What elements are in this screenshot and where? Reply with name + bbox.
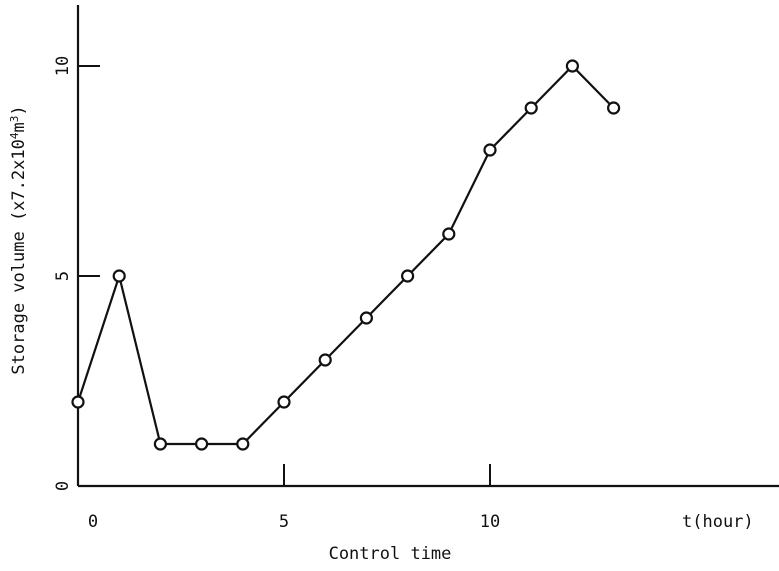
data-point — [401, 269, 415, 283]
y-axis-title-exponent-2: 3 — [8, 116, 21, 123]
x-axis-unit-label: t(hour) — [682, 512, 754, 532]
y-tick-label: 10 — [53, 56, 73, 76]
axis-titles: Control time t(hour) Storage volume (x7.… — [8, 105, 754, 564]
data-point — [483, 143, 497, 157]
axes — [76, 5, 779, 488]
y-axis-title-suffix: ) — [9, 105, 29, 115]
x-tick-label: 0 — [88, 512, 98, 532]
data-point — [442, 227, 456, 241]
y-tick-label: 0 — [53, 481, 73, 491]
y-axis-title-middle: m — [9, 122, 29, 132]
data-point — [606, 101, 621, 115]
y-tick-label: 5 — [53, 271, 73, 281]
x-axis-title: Control time — [329, 544, 452, 564]
data-point — [359, 311, 373, 325]
y-axis-title-exponent-1: 4 — [8, 132, 21, 139]
data-point — [71, 395, 85, 409]
x-tick-label: 5 — [279, 512, 289, 532]
data-point — [153, 437, 167, 451]
data-point — [277, 395, 291, 409]
y-ticks: 0 5 10 — [53, 56, 100, 491]
y-axis-title: Storage volume (x7.2x104m3) — [8, 105, 30, 374]
series-group — [71, 59, 621, 451]
data-point — [195, 437, 209, 451]
data-point — [236, 437, 250, 451]
x-ticks: 0 5 10 — [88, 464, 500, 532]
series-line — [76, 64, 615, 446]
y-axis-title-prefix: Storage volume (x7.2x10 — [9, 139, 29, 374]
data-point — [524, 101, 538, 115]
data-point — [112, 269, 126, 283]
data-point — [318, 353, 332, 367]
data-point — [565, 59, 580, 73]
x-tick-label: 10 — [480, 512, 500, 532]
